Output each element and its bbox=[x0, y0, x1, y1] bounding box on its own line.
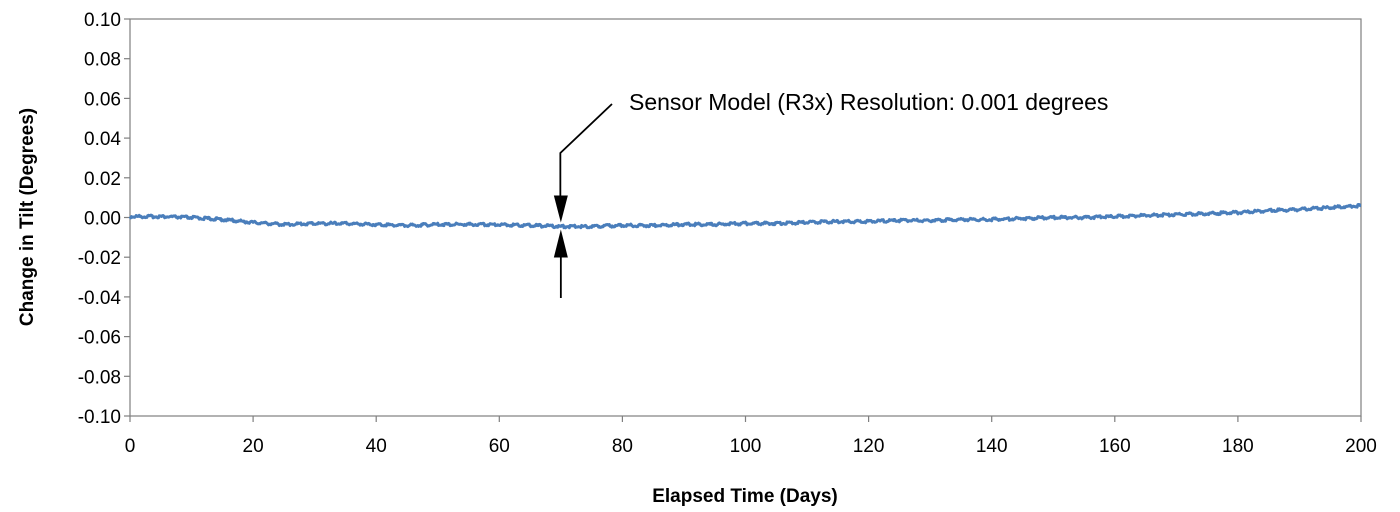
x-tick-label: 140 bbox=[976, 436, 1008, 457]
y-tick-label: 0.10 bbox=[84, 10, 121, 31]
x-tick-label: 0 bbox=[125, 436, 136, 457]
x-tick-label: 80 bbox=[612, 436, 633, 457]
y-tick-label: 0.06 bbox=[84, 89, 121, 110]
x-tick-label: 40 bbox=[366, 436, 387, 457]
x-tick-label: 180 bbox=[1222, 436, 1254, 457]
y-tick-label: 0.04 bbox=[84, 129, 121, 150]
plot-area bbox=[129, 18, 1362, 417]
y-tick-label: -0.06 bbox=[78, 328, 121, 349]
annotation-arrow-down bbox=[553, 195, 568, 223]
x-tick-label: 120 bbox=[853, 436, 885, 457]
x-tick-label: 200 bbox=[1345, 436, 1377, 457]
y-tick-label: 0.02 bbox=[84, 169, 121, 190]
x-tick-label: 160 bbox=[1099, 436, 1131, 457]
x-axis-ticks: 0 20 40 60 80 100 120 140 160 180 200 bbox=[125, 416, 1377, 457]
y-tick-label: -0.04 bbox=[78, 288, 122, 309]
y-tick-label: -0.02 bbox=[78, 248, 121, 269]
annotation-layer: Sensor Model (R3x) Resolution: 0.001 deg… bbox=[553, 89, 1108, 298]
annotation-text: Sensor Model (R3x) Resolution: 0.001 deg… bbox=[629, 89, 1108, 115]
y-tick-label: 0.08 bbox=[84, 50, 121, 71]
x-tick-label: 60 bbox=[489, 436, 510, 457]
y-axis-title: Change in Tilt (Degrees) bbox=[17, 108, 38, 326]
annotation-leader-line bbox=[559, 103, 613, 214]
y-tick-label: 0.00 bbox=[84, 209, 121, 230]
y-tick-label: -0.08 bbox=[78, 367, 121, 388]
annotation-arrow-up bbox=[553, 229, 568, 258]
x-axis-title: Elapsed Time (Days) bbox=[652, 486, 838, 507]
y-axis-ticks: 0.10 0.08 0.06 0.04 0.02 0.00 -0.02 -0.04 -0.06 -… bbox=[78, 10, 130, 428]
series-layer bbox=[128, 202, 1362, 230]
x-tick-label: 20 bbox=[243, 436, 264, 457]
y-tick-label: -0.10 bbox=[78, 407, 121, 428]
x-tick-label: 100 bbox=[730, 436, 762, 457]
series-line bbox=[128, 202, 1362, 230]
